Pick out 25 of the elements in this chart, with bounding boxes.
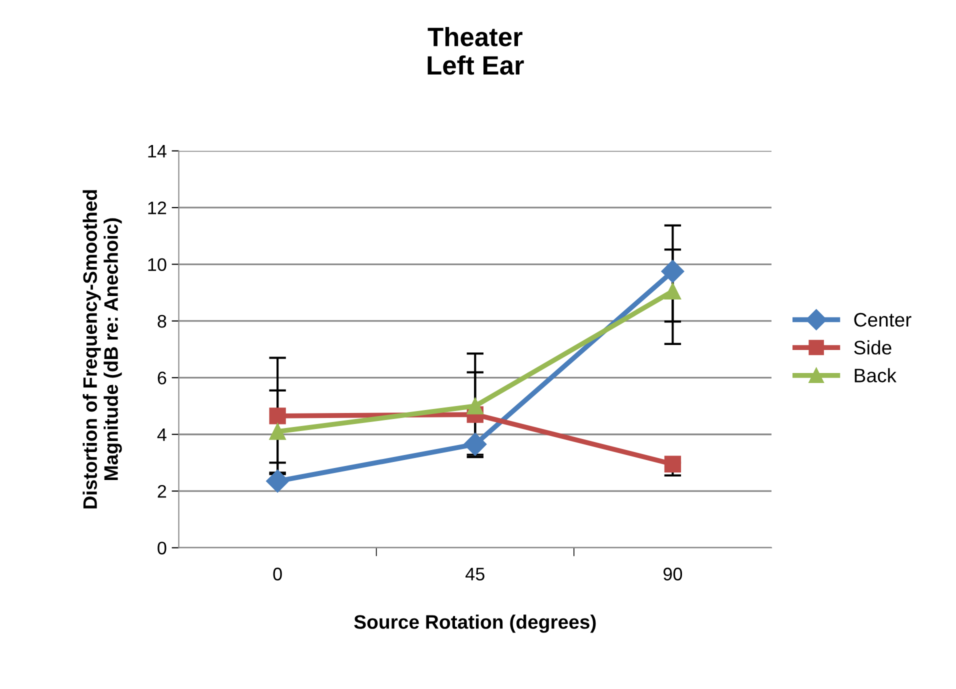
point: [664, 456, 682, 472]
y-tick-label: 10: [148, 258, 166, 271]
y-tick-label: 0: [158, 542, 166, 554]
point: [664, 282, 682, 300]
point: [464, 432, 487, 456]
y-tick-label: 14: [148, 145, 166, 158]
x-tick-label: 0: [273, 568, 282, 580]
point: [269, 408, 286, 424]
point: [266, 470, 290, 493]
point: [269, 423, 286, 440]
y-tick-label: 4: [157, 428, 166, 441]
point: [661, 260, 684, 283]
y-tick-label: 8: [158, 314, 166, 328]
x-axis-title: Source Rotation (degrees): [354, 614, 596, 633]
y-tick-label: 12: [148, 202, 166, 214]
y-tick-label: 6: [158, 372, 166, 384]
legend-label: Center: [854, 312, 912, 327]
y-tick-label: 2: [158, 484, 166, 498]
x-tick-label: 90: [664, 568, 682, 580]
x-tick-label: 45: [466, 568, 484, 580]
legend-label: Back: [854, 368, 897, 382]
point: [466, 398, 484, 414]
legend-label: Side: [854, 340, 892, 355]
y-axis-title: Distortion of Frequency-Smoothed Magnitude (dB re: Anechoic): [82, 190, 122, 508]
chart-title: Theater Left Ear: [428, 26, 524, 75]
